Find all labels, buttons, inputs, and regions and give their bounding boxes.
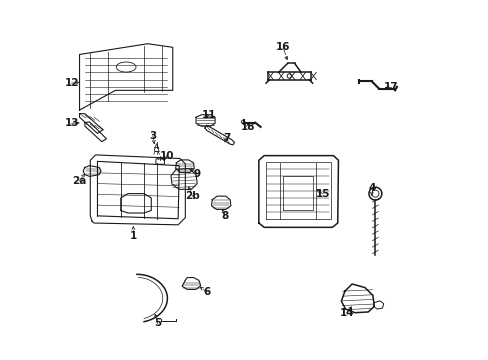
Polygon shape: [121, 194, 151, 213]
Polygon shape: [341, 284, 373, 313]
Polygon shape: [83, 166, 101, 176]
Text: 14: 14: [339, 308, 353, 318]
Text: 10: 10: [160, 150, 174, 161]
Text: 13: 13: [64, 118, 79, 128]
Text: 17: 17: [383, 82, 397, 93]
Text: 4: 4: [367, 183, 375, 193]
Polygon shape: [373, 301, 383, 309]
Text: 3: 3: [149, 131, 156, 141]
Polygon shape: [196, 115, 215, 126]
Text: 7: 7: [223, 133, 230, 143]
Text: 16: 16: [275, 42, 290, 52]
Polygon shape: [80, 114, 102, 134]
Text: 5: 5: [154, 319, 161, 328]
Text: 11: 11: [201, 111, 215, 121]
Polygon shape: [175, 160, 194, 172]
Polygon shape: [171, 168, 197, 189]
Text: 12: 12: [64, 78, 79, 88]
Polygon shape: [80, 44, 172, 110]
Polygon shape: [211, 196, 230, 210]
Text: 6: 6: [203, 287, 210, 297]
Polygon shape: [90, 155, 185, 225]
Polygon shape: [85, 122, 106, 141]
Text: 18: 18: [241, 122, 255, 132]
Polygon shape: [182, 278, 201, 289]
Text: 2b: 2b: [185, 191, 200, 201]
Text: 8: 8: [221, 211, 228, 221]
Text: 15: 15: [315, 189, 329, 199]
Text: 1: 1: [129, 231, 137, 240]
Polygon shape: [258, 156, 338, 227]
Text: 2a: 2a: [72, 176, 86, 186]
Polygon shape: [204, 125, 234, 145]
Text: 9: 9: [193, 168, 200, 179]
